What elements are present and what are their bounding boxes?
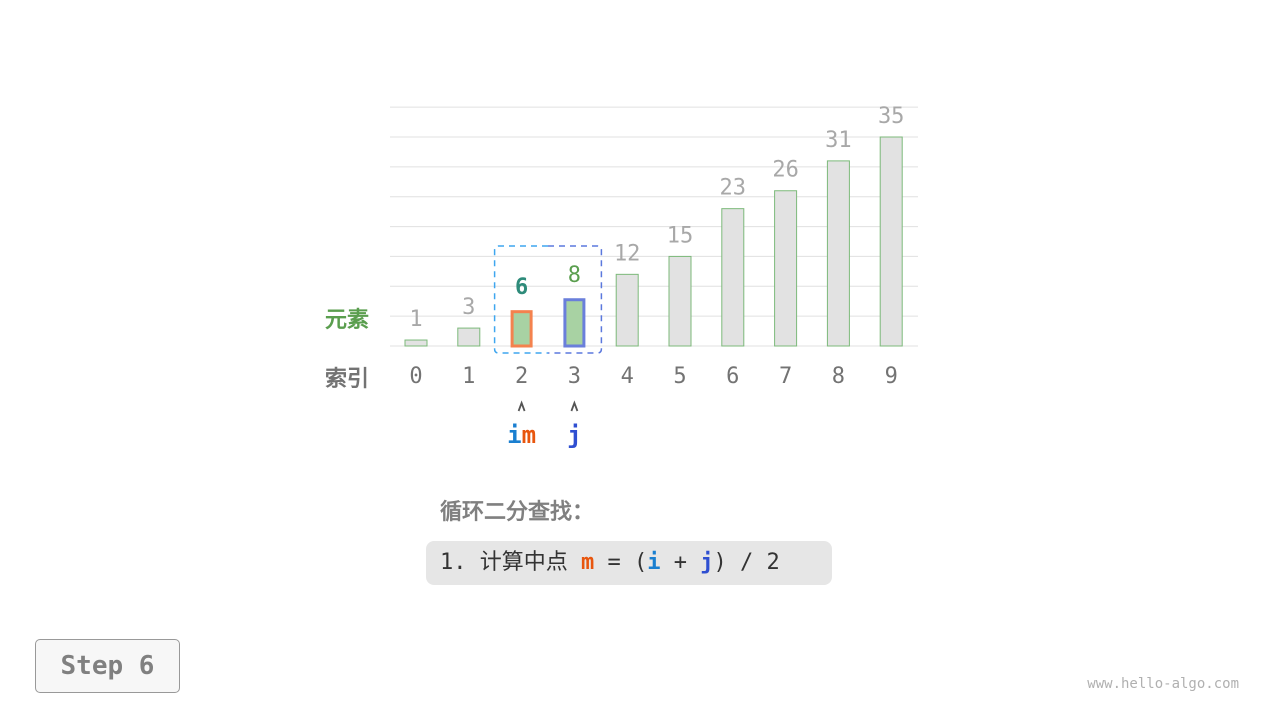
bar xyxy=(457,327,481,347)
bar-value-label: 3 xyxy=(462,295,475,320)
bar xyxy=(879,136,903,347)
bar-value-label: 23 xyxy=(720,176,747,201)
bar-value-label: 1 xyxy=(409,307,422,332)
bar-active xyxy=(563,298,586,348)
bar-value-label: 35 xyxy=(878,104,905,129)
bar xyxy=(826,160,850,347)
watermark: www.hello-algo.com xyxy=(1087,676,1239,692)
index-label: 9 xyxy=(885,364,898,389)
index-label: 0 xyxy=(409,364,422,389)
bar xyxy=(404,339,428,347)
pointer-i: i xyxy=(507,421,521,449)
bar xyxy=(774,190,798,347)
value-row-label: 元素 xyxy=(325,308,370,333)
index-label: 1 xyxy=(462,364,475,389)
formula-box: 1. 计算中点 m = (i + j) / 2 xyxy=(426,541,832,585)
index-label: 2 xyxy=(515,364,528,389)
index-label: 6 xyxy=(726,364,739,389)
pointer-arrow-icon xyxy=(570,400,579,412)
index-label: 4 xyxy=(621,364,634,389)
formula-i: i xyxy=(647,550,661,575)
pointer-label: im xyxy=(507,421,536,449)
index-label: 3 xyxy=(568,364,581,389)
pointer-m: m xyxy=(522,421,536,449)
bar xyxy=(615,273,639,347)
index-label: 5 xyxy=(673,364,686,389)
bar-value-label: 6 xyxy=(515,275,528,300)
bar-value-label: 15 xyxy=(667,223,694,248)
bar-active xyxy=(510,310,533,348)
search-range-right-bracket xyxy=(548,245,603,354)
step-button[interactable]: Step 6 xyxy=(35,639,180,693)
formula-plus: + xyxy=(660,550,701,575)
bar xyxy=(668,255,692,347)
bar-value-label: 8 xyxy=(568,263,581,288)
pointer-arrow-icon xyxy=(517,400,526,412)
index-label: 7 xyxy=(779,364,792,389)
formula-suffix: ) / 2 xyxy=(713,550,780,575)
search-range-left-bracket xyxy=(493,245,548,354)
pointer-j: j xyxy=(567,421,581,449)
formula-m: m xyxy=(580,550,595,575)
pointer-label: j xyxy=(567,421,581,449)
formula-eq: = ( xyxy=(594,550,648,575)
formula-j: j xyxy=(700,550,714,575)
bar-value-label: 31 xyxy=(825,128,852,153)
index-row-label: 索引 xyxy=(325,367,370,392)
index-label: 8 xyxy=(832,364,845,389)
bar-value-label: 12 xyxy=(614,241,641,266)
formula-prefix: 1. 计算中点 xyxy=(440,550,581,575)
bar-value-label: 26 xyxy=(772,158,799,183)
algorithm-title: 循环二分查找： xyxy=(440,500,595,525)
bar xyxy=(721,208,745,347)
